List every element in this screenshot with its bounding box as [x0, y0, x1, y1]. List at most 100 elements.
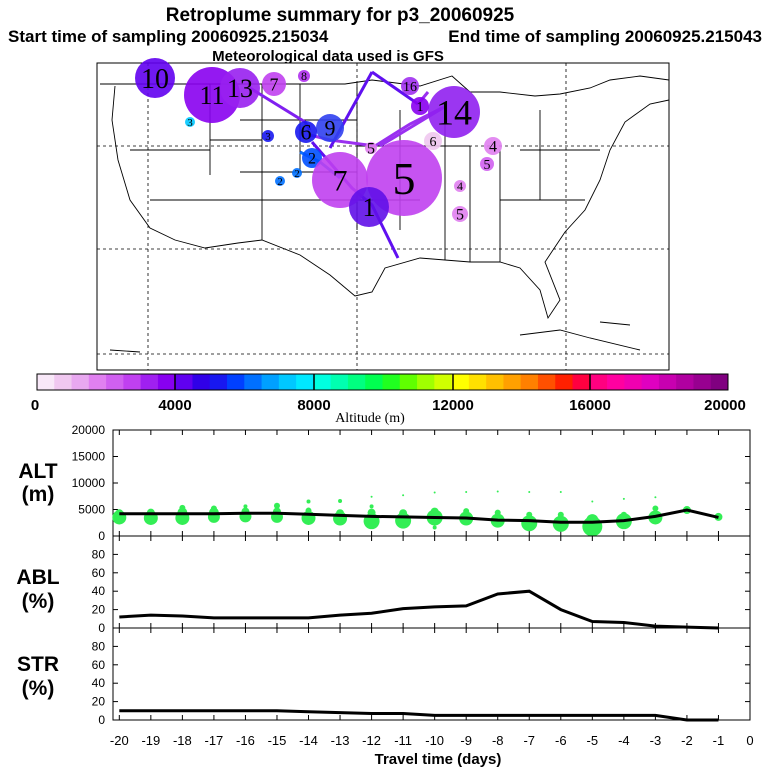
colorbar-cell [209, 374, 228, 390]
y-tick-label: 60 [92, 658, 106, 672]
cluster-circle [484, 137, 502, 155]
cluster-label: 4 [457, 179, 463, 193]
cluster-label: 2 [294, 168, 300, 180]
x-tick-label: 0 [746, 733, 753, 748]
y-tick-label: 0 [98, 713, 105, 727]
cluster-circle [262, 72, 286, 96]
colorbar-cell [693, 374, 712, 390]
alt-point [557, 511, 564, 518]
alt-point [654, 496, 657, 499]
alt-point [399, 509, 408, 518]
x-tick-label: -3 [650, 733, 662, 748]
cluster-circle [401, 77, 419, 95]
alt-point [432, 525, 437, 530]
y-tick-label: 20 [92, 695, 106, 709]
colorbar-cell [88, 374, 107, 390]
cluster-circle [262, 130, 274, 142]
colorbar-cell [347, 374, 366, 390]
cluster-circle [365, 142, 377, 154]
cluster-circle [298, 70, 310, 82]
cluster-label: 9 [325, 116, 336, 141]
cluster-circle [316, 114, 344, 142]
y-tick-label: 80 [92, 639, 106, 653]
colorbar-cell [106, 374, 124, 390]
colorbar-cell [192, 374, 211, 390]
colorbar-cell [503, 374, 522, 390]
colorbar-cell [520, 374, 539, 390]
y-tick-label: 20000 [72, 423, 106, 437]
alt-point [179, 504, 186, 511]
colorbar-tick-0: 0 [31, 397, 39, 414]
colorbar-cell [140, 374, 159, 390]
alt-mean-line [119, 508, 719, 524]
abl-xticks [118, 536, 751, 628]
alt-point [402, 494, 405, 497]
colorbar-cell [71, 374, 90, 390]
x-tick-label: -8 [492, 733, 504, 748]
colorbar-frame [36, 373, 729, 391]
alt-ylabel-line1: ALT [18, 460, 57, 483]
colorbar-cell [486, 374, 504, 390]
abl-panel: ABL (%) 0 20 40 60 80 [16, 535, 751, 635]
cluster-circle [185, 117, 195, 127]
colorbar-cell [468, 374, 487, 390]
str-ylabel-line1: STR [17, 653, 59, 676]
cluster-label: 5 [456, 207, 464, 224]
x-tick-label: -17 [205, 733, 224, 748]
y-tick-label: 60 [92, 566, 106, 580]
str-frame [112, 627, 751, 721]
alt-point [528, 491, 531, 494]
cluster-label: 7 [270, 74, 279, 94]
cluster-circle [452, 206, 468, 222]
end-time-label: End time of sampling 20060925.215043 [448, 27, 762, 46]
cluster-circle [295, 121, 317, 143]
alt-point [210, 505, 217, 512]
cluster-label: 6 [430, 135, 437, 150]
colorbar-cell [261, 374, 280, 390]
y-tick-label: 10000 [72, 476, 106, 490]
alt-point [369, 504, 374, 509]
colorbar-cell [244, 374, 263, 390]
abl-line [119, 589, 719, 630]
cluster-label: 1 [417, 100, 424, 115]
cluster-label: 5 [393, 153, 416, 204]
alt-point [622, 497, 625, 500]
cluster-circle [454, 180, 466, 192]
y-tick-label: 80 [92, 547, 106, 561]
cluster-circle [302, 148, 322, 168]
str-xtick-labels: -20 -19 -18 -17 -16 -15 -14 -13 -12 -11 -10 -9 -8 -7-… [110, 733, 754, 748]
alt-xticks [118, 430, 751, 536]
x-tick-label: -13 [331, 733, 350, 748]
met-data-label: Meteorological data used is GFS [212, 48, 444, 65]
colorbar-cell [175, 374, 193, 390]
colorbar-label: Altitude (m) [335, 411, 405, 426]
x-tick-label: -1 [713, 733, 725, 748]
alt-point [465, 491, 468, 494]
colorbar-cell [537, 374, 556, 390]
alt-point [526, 511, 533, 518]
cluster-label: 16 [403, 80, 417, 95]
x-tick-label: -19 [141, 733, 160, 748]
colorbar-cell [589, 374, 608, 390]
start-time-label: Start time of sampling 20060925.215034 [8, 27, 329, 46]
cluster-label: 14 [436, 93, 472, 133]
colorbar-cell [365, 374, 383, 390]
cluster-circle [424, 132, 442, 150]
cluster-label: 3 [187, 117, 193, 129]
colorbar: 0 4000 8000 12000 16000 20000 Altitude (… [31, 373, 746, 426]
colorbar-cell [296, 374, 314, 390]
colorbar-cell [434, 374, 453, 390]
cluster-label: 4 [489, 139, 497, 156]
trajectory-line [371, 70, 419, 106]
alt-ylabel-line2: (m) [22, 483, 55, 506]
alt-point [430, 507, 439, 516]
cluster-circle [349, 187, 389, 227]
colorbar-cell [451, 374, 470, 390]
cluster-circle [135, 58, 175, 98]
alt-panel: ALT (m) 0 5000 10000 15000 20000 [18, 423, 751, 543]
alt-point [552, 515, 569, 532]
x-tick-label: -10 [425, 733, 444, 748]
abl-frame [112, 535, 751, 629]
alt-point [273, 502, 280, 509]
alt-point [463, 508, 470, 515]
